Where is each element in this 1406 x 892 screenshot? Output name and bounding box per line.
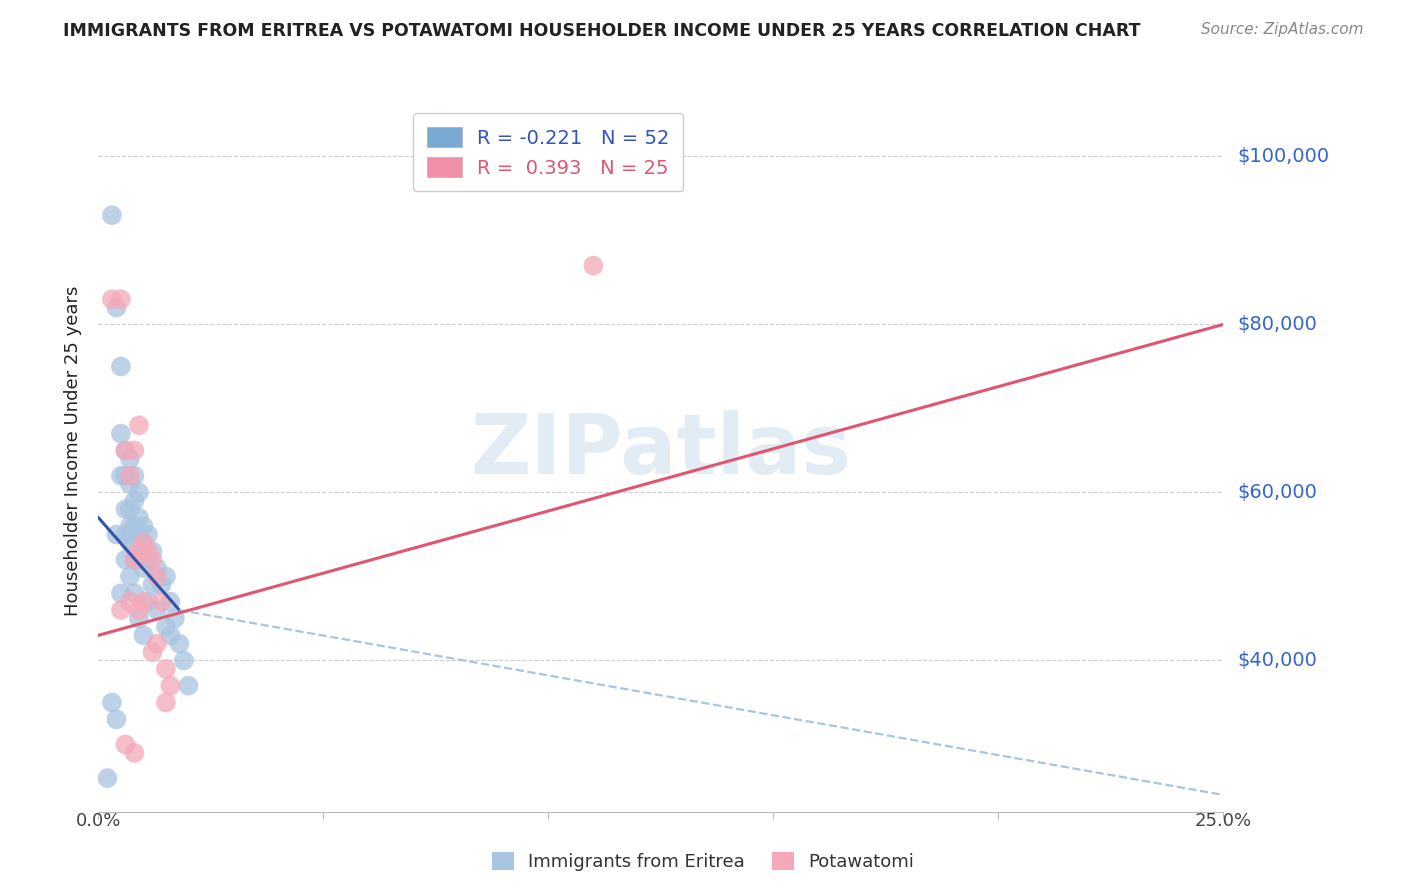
Point [146, 637, 169, 651]
Point [177, 679, 200, 693]
Point [155, 662, 177, 676]
Point [132, 519, 155, 533]
Point [128, 527, 150, 541]
Point [114, 738, 136, 752]
Y-axis label: Householder Income Under 25 years: Householder Income Under 25 years [65, 285, 83, 615]
Point [132, 595, 155, 609]
Point [141, 645, 163, 659]
Point [110, 586, 132, 600]
Text: $60,000: $60,000 [1237, 483, 1317, 502]
Point [105, 301, 128, 315]
Point [159, 679, 181, 693]
Point [114, 527, 136, 541]
Point [124, 536, 146, 550]
Point [124, 468, 146, 483]
Text: $40,000: $40,000 [1237, 651, 1317, 670]
Point [136, 552, 159, 566]
Point [110, 426, 132, 441]
Point [118, 595, 141, 609]
Text: 0.0%: 0.0% [76, 812, 121, 830]
Text: Source: ZipAtlas.com: Source: ZipAtlas.com [1201, 22, 1364, 37]
Text: $100,000: $100,000 [1237, 147, 1329, 166]
Point [128, 544, 150, 558]
Legend: R = -0.221   N = 52, R =  0.393   N = 25: R = -0.221 N = 52, R = 0.393 N = 25 [413, 113, 683, 192]
Point [582, 259, 605, 273]
Point [124, 494, 146, 508]
Text: $80,000: $80,000 [1237, 315, 1317, 334]
Point [114, 552, 136, 566]
Legend: Immigrants from Eritrea, Potawatomi: Immigrants from Eritrea, Potawatomi [485, 845, 921, 879]
Point [128, 510, 150, 524]
Point [141, 552, 163, 566]
Point [150, 578, 173, 592]
Point [128, 603, 150, 617]
Point [146, 569, 169, 583]
Point [96, 771, 118, 785]
Point [124, 443, 146, 458]
Point [114, 468, 136, 483]
Point [114, 443, 136, 458]
Point [141, 544, 163, 558]
Point [136, 595, 159, 609]
Point [128, 485, 150, 500]
Point [159, 595, 181, 609]
Text: IMMIGRANTS FROM ERITREA VS POTAWATOMI HOUSEHOLDER INCOME UNDER 25 YEARS CORRELAT: IMMIGRANTS FROM ERITREA VS POTAWATOMI HO… [63, 22, 1140, 40]
Point [105, 527, 128, 541]
Point [118, 468, 141, 483]
Point [173, 653, 195, 667]
Point [146, 603, 169, 617]
Point [128, 552, 150, 566]
Point [110, 359, 132, 374]
Point [110, 468, 132, 483]
Point [155, 569, 177, 583]
Point [141, 578, 163, 592]
Point [150, 595, 173, 609]
Point [118, 451, 141, 466]
Point [136, 527, 159, 541]
Point [132, 536, 155, 550]
Text: ZIPatlas: ZIPatlas [471, 410, 851, 491]
Point [101, 208, 124, 222]
Point [105, 712, 128, 726]
Point [101, 696, 124, 710]
Point [118, 502, 141, 516]
Point [124, 552, 146, 566]
Text: 25.0%: 25.0% [1195, 812, 1251, 830]
Point [118, 536, 141, 550]
Point [124, 552, 146, 566]
Point [163, 611, 186, 625]
Point [155, 696, 177, 710]
Point [118, 519, 141, 533]
Point [132, 628, 155, 642]
Point [132, 536, 155, 550]
Point [128, 611, 150, 625]
Point [114, 443, 136, 458]
Point [124, 746, 146, 760]
Point [110, 292, 132, 306]
Point [128, 418, 150, 433]
Point [101, 292, 124, 306]
Point [110, 603, 132, 617]
Point [169, 637, 191, 651]
Point [114, 502, 136, 516]
Point [132, 561, 155, 575]
Point [136, 544, 159, 558]
Point [124, 586, 146, 600]
Point [124, 519, 146, 533]
Point [118, 477, 141, 491]
Point [155, 620, 177, 634]
Point [159, 628, 181, 642]
Point [118, 569, 141, 583]
Point [146, 561, 169, 575]
